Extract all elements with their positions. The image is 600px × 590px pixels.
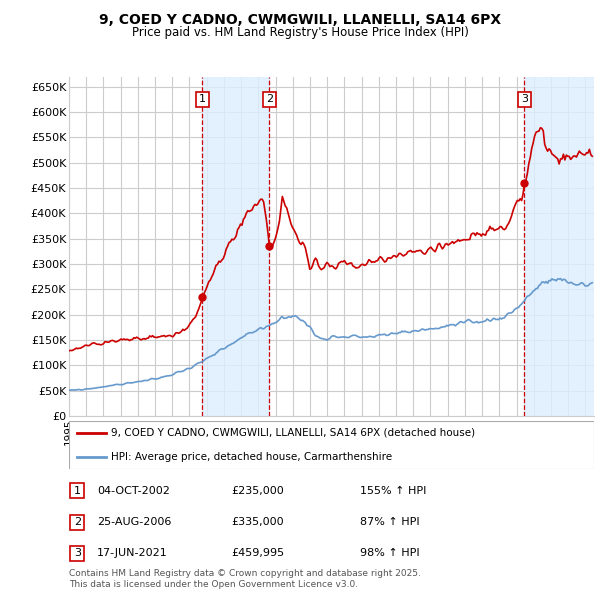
Text: 98% ↑ HPI: 98% ↑ HPI [360, 549, 419, 558]
Text: 1: 1 [199, 94, 206, 104]
Text: 17-JUN-2021: 17-JUN-2021 [97, 549, 168, 558]
Text: 3: 3 [521, 94, 528, 104]
FancyBboxPatch shape [69, 421, 594, 469]
Text: 04-OCT-2002: 04-OCT-2002 [97, 486, 170, 496]
Text: Contains HM Land Registry data © Crown copyright and database right 2025.
This d: Contains HM Land Registry data © Crown c… [69, 569, 421, 589]
Text: 25-AUG-2006: 25-AUG-2006 [97, 517, 172, 527]
Text: 9, COED Y CADNO, CWMGWILI, LLANELLI, SA14 6PX: 9, COED Y CADNO, CWMGWILI, LLANELLI, SA1… [99, 13, 501, 27]
Text: 2: 2 [74, 517, 81, 527]
FancyBboxPatch shape [70, 483, 85, 499]
Text: HPI: Average price, detached house, Carmarthenshire: HPI: Average price, detached house, Carm… [111, 452, 392, 462]
FancyBboxPatch shape [70, 514, 85, 530]
Bar [202, 77, 269, 416]
Text: Price paid vs. HM Land Registry's House Price Index (HPI): Price paid vs. HM Land Registry's House … [131, 26, 469, 39]
Text: 3: 3 [74, 549, 81, 558]
FancyBboxPatch shape [70, 546, 85, 561]
Text: 2: 2 [266, 94, 273, 104]
Bar [524, 77, 594, 416]
Text: 9, COED Y CADNO, CWMGWILI, LLANELLI, SA14 6PX (detached house): 9, COED Y CADNO, CWMGWILI, LLANELLI, SA1… [111, 428, 475, 438]
Text: £235,000: £235,000 [231, 486, 284, 496]
Text: £335,000: £335,000 [231, 517, 284, 527]
Text: 87% ↑ HPI: 87% ↑ HPI [360, 517, 419, 527]
Text: 155% ↑ HPI: 155% ↑ HPI [360, 486, 427, 496]
Text: £459,995: £459,995 [231, 549, 284, 558]
Text: 1: 1 [74, 486, 81, 496]
